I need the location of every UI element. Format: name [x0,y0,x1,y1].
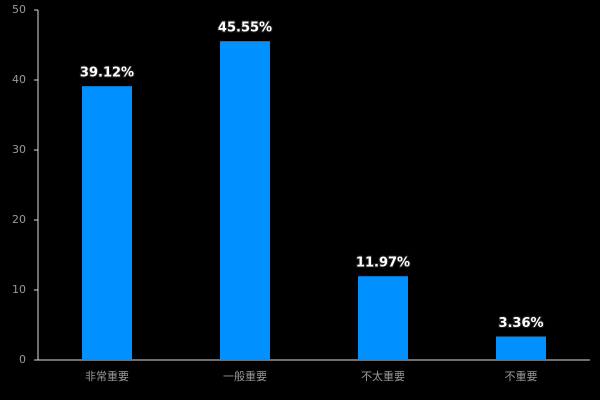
y-tick-label: 30 [12,143,26,156]
bar [82,86,132,360]
bar [220,41,270,361]
y-tick-label: 0 [19,353,26,366]
x-tick-label: 不重要 [505,369,538,383]
y-tick-label: 10 [12,283,26,296]
y-tick-label: 40 [12,73,26,86]
x-tick-label: 不太重要 [361,369,405,383]
y-tick-label: 20 [12,213,26,226]
value-label: 11.97% [356,256,410,271]
value-label: 45.55% [218,21,272,36]
x-tick-label: 一般重要 [223,369,267,383]
bar [358,276,408,360]
bar [496,336,546,360]
value-label: 39.12% [80,66,134,81]
x-tick-label: 非常重要 [85,369,129,383]
value-label: 3.36% [498,316,543,331]
y-tick-label: 50 [12,3,26,16]
